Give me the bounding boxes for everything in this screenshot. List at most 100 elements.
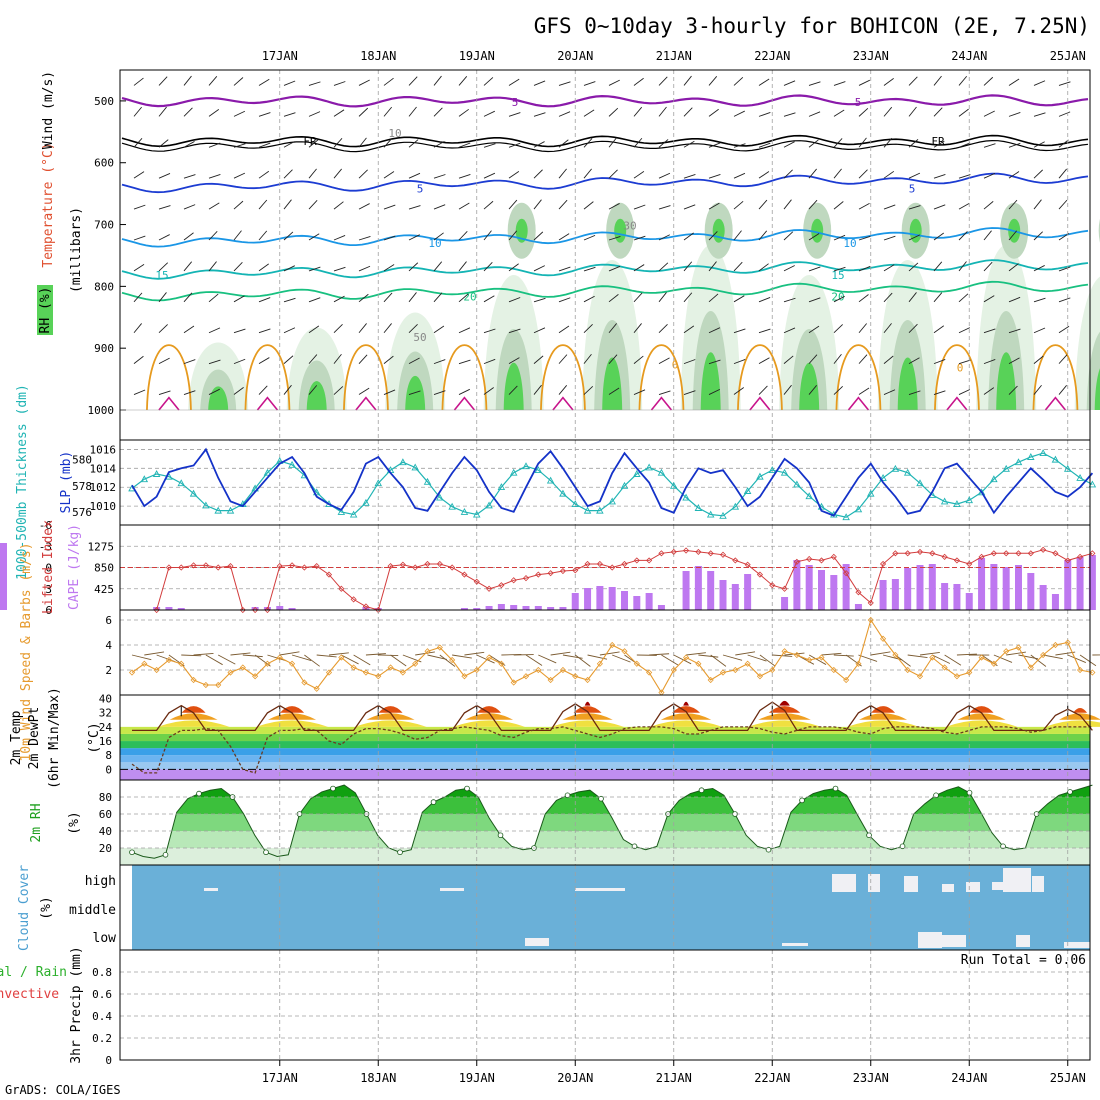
temp-max-shade xyxy=(453,720,526,727)
wind-barb xyxy=(983,387,995,395)
wind-barb xyxy=(658,357,670,365)
wind-barb xyxy=(358,235,371,241)
temp-band xyxy=(120,748,1090,756)
wind-barb xyxy=(458,174,471,179)
wind-barb xyxy=(658,390,671,395)
wind-speed-marker xyxy=(436,644,443,651)
wind-barb xyxy=(533,141,545,148)
wind-barb xyxy=(508,142,521,148)
wind-barb xyxy=(583,234,596,241)
wind-barb xyxy=(358,354,368,364)
rh-marker xyxy=(832,785,839,792)
thickness-marker xyxy=(953,500,961,508)
wind-barb xyxy=(983,295,995,303)
cape-bar xyxy=(707,571,715,610)
precip-frame xyxy=(119,949,1091,1061)
wind-barb xyxy=(708,293,719,303)
cape-bar xyxy=(534,606,542,610)
lifted-index-marker xyxy=(633,557,640,564)
thickness-marker xyxy=(559,489,567,497)
wind-barb xyxy=(983,143,996,148)
date-label-top: 18JAN xyxy=(360,49,396,63)
wind-barb xyxy=(758,199,768,210)
wind-speed-marker xyxy=(892,651,899,659)
wind-barb xyxy=(758,328,771,334)
thickness-marker xyxy=(534,466,543,474)
thickness-marker xyxy=(214,506,222,514)
wind-barb xyxy=(633,389,646,395)
y-tick-label: 500 xyxy=(94,95,114,108)
li-tick-label: -3 xyxy=(39,540,52,553)
temp-tick-label: 0 xyxy=(105,763,112,776)
wind-barb xyxy=(333,295,345,303)
wind-barb xyxy=(308,385,318,395)
cape-bar xyxy=(1076,557,1084,610)
contour-label: 5 xyxy=(855,96,862,109)
cape-bar xyxy=(781,597,789,610)
wind-speed-marker xyxy=(1015,644,1022,651)
wind-barb xyxy=(633,235,646,241)
ylabel-rh-pct: (%) xyxy=(67,811,82,834)
wind-barb xyxy=(833,234,846,241)
temp-tick-label: 40 xyxy=(99,693,112,706)
thickness-tick-label: 576 xyxy=(72,506,92,519)
wind-barb xyxy=(183,261,193,272)
wind-barb xyxy=(858,169,868,179)
wind-barb xyxy=(458,359,471,365)
wind-barb xyxy=(683,174,696,179)
thickness-marker xyxy=(682,493,690,501)
wind-barb xyxy=(508,385,518,395)
thickness-marker xyxy=(903,468,912,476)
lifted-index-marker xyxy=(522,575,530,582)
thickness-marker xyxy=(669,481,678,489)
date-label-bottom: 23JAN xyxy=(853,1071,889,1085)
wind-barb xyxy=(383,137,393,148)
cape-bar xyxy=(805,565,813,610)
wind-barb xyxy=(1033,199,1042,210)
wind-barb xyxy=(1058,384,1067,395)
wind-barb xyxy=(958,389,971,395)
cape-bar xyxy=(978,558,986,610)
wind-barb xyxy=(383,355,394,364)
temp-max-shade xyxy=(366,713,415,720)
contour-label: 0 xyxy=(672,359,679,372)
lifted-index-marker xyxy=(276,563,283,570)
surface-wind-barb xyxy=(858,654,878,662)
wind-barb xyxy=(508,357,520,365)
wind-speed-marker xyxy=(350,664,357,671)
lifted-index-marker xyxy=(781,585,788,592)
wind-barb xyxy=(808,233,820,241)
surface-wind-barb xyxy=(993,654,1013,663)
wind-speed-marker xyxy=(165,656,173,664)
wind-barb xyxy=(283,112,296,117)
wind-barb xyxy=(208,202,220,210)
wind-barb xyxy=(958,75,968,86)
wind-speed-marker xyxy=(227,669,234,676)
wind-speed-marker xyxy=(855,660,862,667)
wind-barb xyxy=(558,139,569,148)
wind-barb xyxy=(858,107,869,117)
thickness-marker xyxy=(977,488,986,496)
wind-barb xyxy=(983,261,993,272)
wind-barb xyxy=(708,327,721,334)
wind-barb xyxy=(1033,141,1045,148)
temperature-contour xyxy=(121,280,1089,302)
cloud-gap xyxy=(1064,942,1090,948)
wind-barb xyxy=(1033,112,1046,117)
rh-marker xyxy=(799,797,805,804)
wind-speed-marker xyxy=(264,660,271,667)
wind-barb xyxy=(733,328,746,334)
cape-bar xyxy=(904,568,912,610)
wind-barb xyxy=(583,386,594,395)
wind-barb xyxy=(958,359,971,365)
cape-bar xyxy=(177,608,185,610)
wind-speed-marker xyxy=(449,656,456,664)
cloud-level-label: middle xyxy=(69,903,116,918)
lifted-index-marker xyxy=(165,564,173,571)
lifted-index-marker xyxy=(646,557,653,564)
wind-speed-marker xyxy=(572,673,579,680)
wind-barb xyxy=(708,142,721,148)
wind-barb xyxy=(958,174,971,179)
thickness-marker xyxy=(1076,473,1084,481)
temp-max-shade xyxy=(779,700,790,706)
